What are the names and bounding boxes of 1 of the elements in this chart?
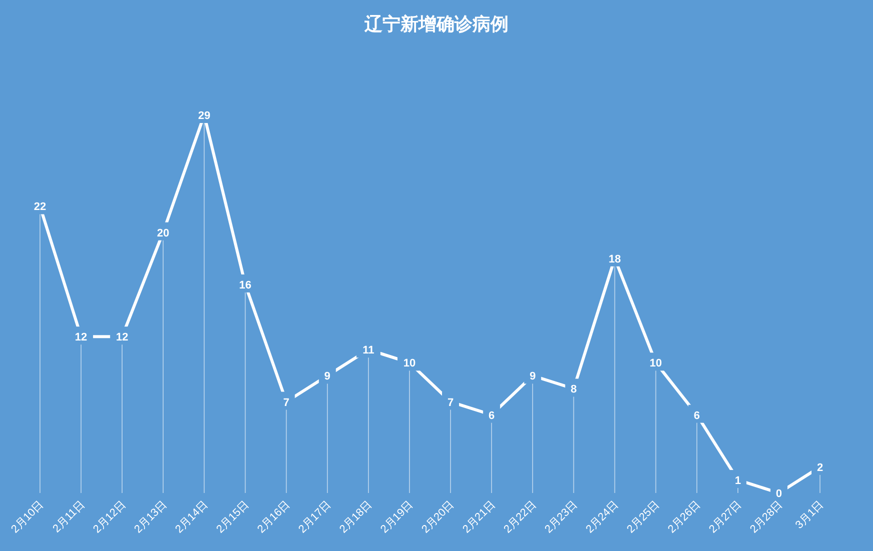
title: 辽宁新增确诊病例 xyxy=(364,14,508,34)
